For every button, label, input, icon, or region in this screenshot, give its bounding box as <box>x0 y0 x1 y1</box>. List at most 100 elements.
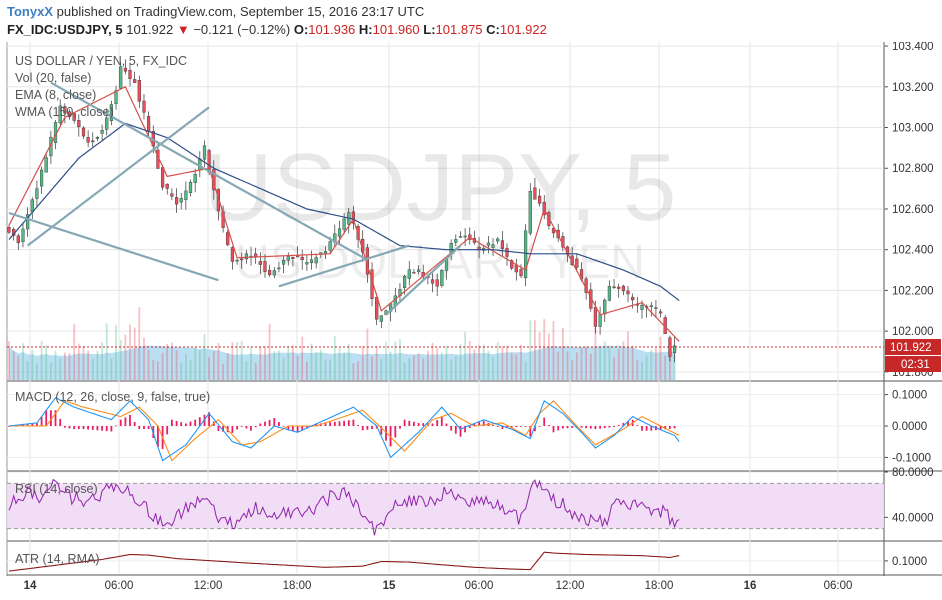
macd-histogram-bar <box>22 424 24 426</box>
candle-down <box>268 270 272 276</box>
macd-histogram-bar <box>147 426 150 430</box>
macd-histogram-bar <box>278 422 280 426</box>
volume-average-area <box>9 345 675 380</box>
candle-up <box>105 117 109 130</box>
volume-bar <box>482 344 485 380</box>
volume-legend[interactable]: Vol (20, false) <box>15 71 92 85</box>
volume-bar <box>91 358 94 380</box>
trendlines[interactable] <box>8 81 462 316</box>
macd-histogram-bar <box>566 426 569 429</box>
candle-up <box>458 236 463 238</box>
macd-histogram-bar <box>73 426 76 430</box>
volume-bar <box>566 351 569 380</box>
volume-bar <box>650 349 653 380</box>
macd-histogram-bar <box>333 421 336 426</box>
volume-bar <box>399 339 401 380</box>
chart-canvas[interactable]: USDJPY, 5 US DOLLAR / YEN 103.400103.200… <box>0 42 942 600</box>
volume-bar <box>389 351 392 380</box>
macd-histogram-bar <box>115 425 117 427</box>
macd-histogram-bar <box>26 423 29 426</box>
watermark-symbol: USDJPY, 5 <box>203 134 676 241</box>
macd-legend[interactable]: MACD (12, 26, close, 9, false, true) <box>15 390 211 404</box>
macd-histogram-bar <box>129 415 131 426</box>
macd-histogram-bar <box>622 422 625 426</box>
volume-bar <box>431 342 434 380</box>
candle-up <box>114 90 118 104</box>
volume-bar <box>152 359 155 380</box>
macd-histogram-bar <box>417 422 420 426</box>
volume-bar <box>589 353 592 380</box>
candle-up <box>524 230 528 279</box>
macd-histogram-bar <box>380 426 383 435</box>
time-tick-label: 18:00 <box>645 580 674 592</box>
macd-histogram-bar <box>510 426 513 428</box>
macd-histogram-bar <box>529 426 532 437</box>
open-value: 101.936 <box>308 22 356 37</box>
volume-bar <box>394 341 397 380</box>
close-label: C: <box>486 22 500 37</box>
candle-up <box>440 269 444 286</box>
volume-bar <box>352 363 355 380</box>
volume-bar <box>301 336 304 380</box>
macd-histogram-bar <box>436 420 439 426</box>
volume-bar <box>124 334 127 380</box>
atr-legend[interactable]: ATR (14, RMA) <box>15 552 100 566</box>
candle-up <box>100 129 104 134</box>
volume-bar <box>231 342 234 380</box>
published-text: published on TradingView.com, September … <box>56 4 425 19</box>
volume-bar <box>282 357 285 380</box>
volume-bar <box>240 341 243 380</box>
volume-bar <box>408 358 411 380</box>
main-pane-title[interactable]: US DOLLAR / YEN, 5, FX_IDC <box>15 54 188 68</box>
volume-bar <box>68 353 71 380</box>
wma-legend[interactable]: WMA (150, close) <box>15 105 114 119</box>
volume-bar <box>622 341 625 380</box>
macd-histogram-bar <box>82 426 85 430</box>
candle-up <box>603 299 607 315</box>
macd-histogram-bar <box>468 426 471 428</box>
macd-histogram-bar <box>54 410 57 426</box>
trendline <box>26 106 210 247</box>
volume-bar <box>357 361 359 380</box>
time-tick-label: 16 <box>744 580 757 592</box>
macd-histogram-bar <box>589 426 592 429</box>
volume-bar <box>673 344 676 380</box>
candle-down <box>165 183 169 189</box>
symbol-label[interactable]: FX_IDC:USDJPY, 5 <box>7 22 123 37</box>
volume-bar <box>245 361 248 380</box>
indicator-tick-label: -0.1000 <box>892 452 931 464</box>
volume-bar <box>585 346 587 380</box>
close-value: 101.922 <box>499 22 547 37</box>
volume-bar <box>617 348 620 380</box>
candlestick-series <box>7 59 677 363</box>
candle-down <box>626 290 630 295</box>
macd-histogram-bar <box>459 426 462 437</box>
macd-histogram-bar <box>548 425 550 426</box>
time-tick-label: 15 <box>383 580 396 592</box>
low-label: L: <box>423 22 436 37</box>
candle-up <box>244 253 248 260</box>
volume-bar <box>464 331 466 380</box>
candle-down <box>612 286 616 289</box>
open-label: O: <box>293 22 309 37</box>
volume-bar <box>613 357 615 380</box>
macd-histogram-bar <box>324 422 327 426</box>
author-name[interactable]: TonyxX <box>7 4 53 19</box>
macd-histogram-bar <box>306 426 308 429</box>
macd-histogram-bar <box>343 420 345 426</box>
volume-bar <box>82 346 85 380</box>
macd-histogram-bar <box>31 423 34 426</box>
volume-bar <box>552 321 555 380</box>
candle-down <box>240 258 244 261</box>
volume-bar <box>36 363 38 380</box>
time-tick-label: 12:00 <box>194 580 223 592</box>
volume-bar <box>468 341 471 380</box>
ema-legend[interactable]: EMA (8, close) <box>15 88 97 102</box>
candle-down <box>430 279 435 284</box>
rsi-legend[interactable]: RSI (14, close) <box>15 482 98 496</box>
macd-histogram-bar <box>222 426 224 432</box>
candle-down <box>500 240 504 249</box>
volume-bar <box>259 347 262 380</box>
macd-histogram-bar <box>408 420 411 426</box>
candle-down <box>617 286 621 289</box>
